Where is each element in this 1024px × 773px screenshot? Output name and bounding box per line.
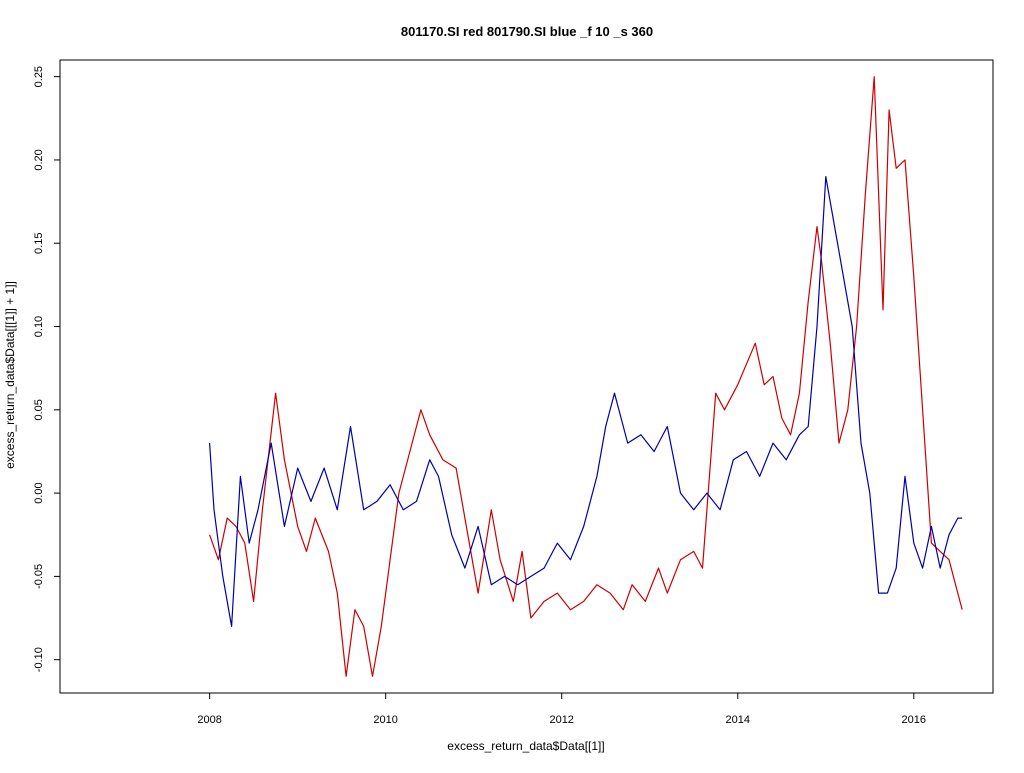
x-axis: 2008 2010 2012 2014 2016: [197, 693, 926, 726]
chart-title: 801170.SI red 801790.SI blue _f 10 _s 36…: [401, 24, 653, 39]
x-tick-label: 2008: [197, 714, 221, 726]
y-axis: -0.10 -0.05 0.00 0.05 0.10 0.15 0.20 0.25: [33, 66, 60, 672]
y-tick-label: 0.20: [33, 149, 45, 170]
x-tick-label: 2010: [373, 714, 397, 726]
y-tick-label: 0.05: [33, 399, 45, 420]
series-line-0: [209, 76, 963, 677]
y-tick-label: 0.15: [33, 233, 45, 254]
y-tick-label: 0.10: [33, 316, 45, 337]
y-tick-label: 0.25: [33, 66, 45, 87]
x-tick-label: 2012: [549, 714, 573, 726]
x-tick-label: 2014: [726, 714, 750, 726]
x-axis-label: excess_return_data$Data[[1]]: [447, 739, 604, 753]
y-tick-label: 0.00: [33, 482, 45, 503]
x-tick-label: 2016: [902, 714, 926, 726]
y-tick-label: -0.10: [33, 647, 45, 672]
series-layer: [209, 76, 963, 677]
plot-frame: [59, 59, 994, 694]
y-tick-label: -0.05: [33, 564, 45, 589]
y-axis-label: excess_return_data$Data[[[1]] + 1]]: [3, 281, 17, 469]
series-line-1: [209, 176, 963, 628]
